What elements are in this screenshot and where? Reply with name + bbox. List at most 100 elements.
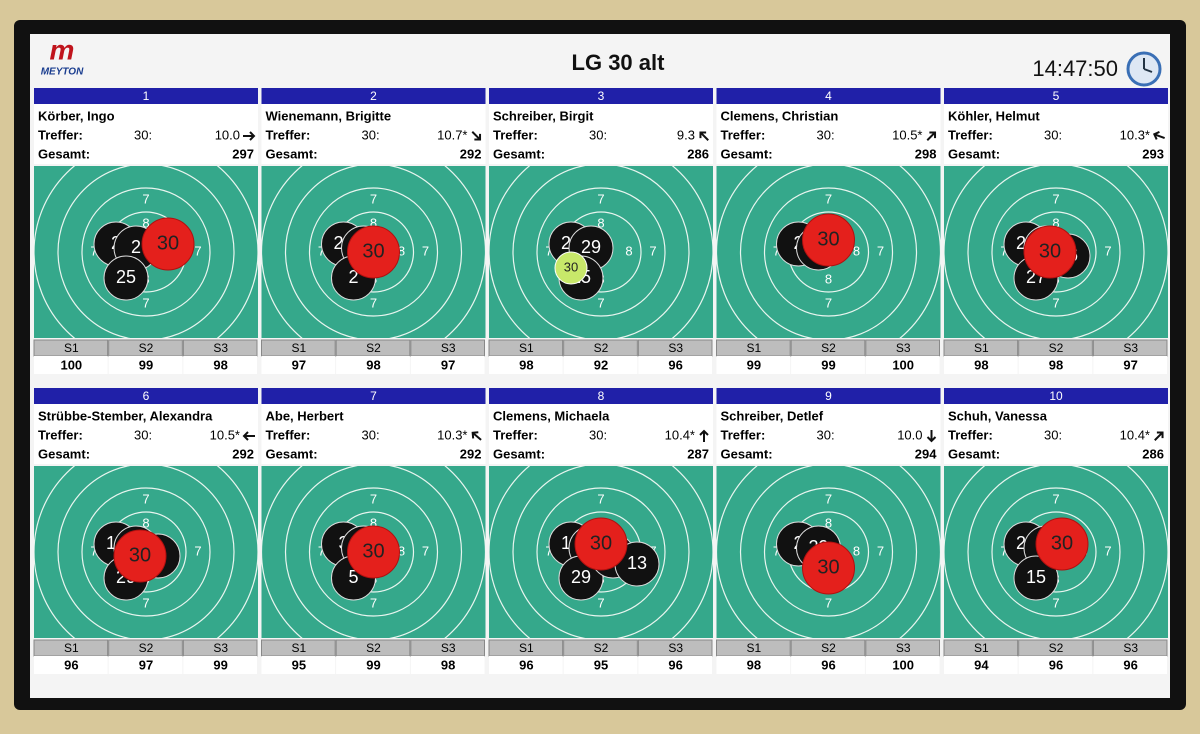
lane-number: 4	[825, 89, 832, 103]
ring-label: 8	[1052, 215, 1059, 230]
clock-time: 14:47:50	[1032, 56, 1118, 81]
last-shot-label: 30	[590, 532, 612, 554]
ring-label: 7	[597, 295, 604, 310]
target-ring	[512, 466, 690, 638]
shot-value: 10.0	[897, 427, 922, 442]
direction-arrow	[699, 429, 709, 442]
series-value: 100	[60, 357, 82, 372]
hits-label: Treffer:	[493, 427, 538, 442]
hits-label: Treffer:	[493, 127, 538, 142]
series-label: S2	[821, 341, 836, 355]
target: 77778888328530	[261, 466, 486, 638]
total-value: 292	[460, 446, 482, 461]
shooter-name: Wienemann, Brigitte	[266, 108, 392, 123]
last-shot	[554, 251, 588, 285]
target-ring	[763, 187, 894, 317]
series-value-cell	[944, 356, 1018, 374]
last-shot	[1023, 225, 1077, 279]
series-value-cell	[716, 656, 791, 674]
total-label: Gesamt:	[948, 446, 1000, 461]
lane-bar	[489, 88, 713, 104]
total-value: 292	[232, 446, 254, 461]
ring-label: 7	[370, 491, 377, 506]
series-label: S1	[746, 341, 761, 355]
last-shot-label: 30	[817, 556, 839, 578]
series-value: 98	[441, 657, 455, 672]
logo-mark: m	[50, 34, 75, 65]
total-value: 294	[915, 446, 937, 461]
lane-info	[716, 104, 941, 164]
hits-label: Treffer:	[266, 427, 311, 442]
lane-info	[716, 404, 941, 464]
shot-hole	[1013, 555, 1059, 601]
series-value-cell	[108, 656, 183, 674]
hits-label: Treffer:	[38, 427, 83, 442]
series-value-cell	[489, 656, 563, 674]
direction-arrow	[926, 131, 937, 141]
target-ring	[57, 166, 235, 338]
total-value: 286	[687, 146, 709, 161]
ring-label: 7	[773, 543, 780, 558]
ring-label: 8	[398, 543, 405, 558]
series-label: S1	[519, 641, 534, 655]
shot-label: 15	[1026, 567, 1046, 587]
series-label: S3	[896, 341, 911, 355]
series-value: 97	[1123, 357, 1137, 372]
total-value: 292	[460, 146, 482, 161]
hits-label: Treffer:	[948, 427, 993, 442]
ring-label: 7	[1052, 491, 1059, 506]
direction-arrow	[243, 131, 256, 141]
target-ring	[763, 487, 894, 617]
last-shot-label: 30	[564, 259, 578, 274]
shot-number: 30:	[1044, 127, 1062, 142]
lane-info	[489, 104, 713, 164]
series-label: S1	[64, 341, 79, 355]
ring-label: 8	[370, 215, 377, 230]
series-label: S1	[974, 641, 989, 655]
target-ring	[739, 466, 918, 638]
direction-arrow	[926, 430, 937, 443]
last-shot-label: 30	[129, 544, 151, 566]
ring-label: 8	[825, 271, 832, 286]
lane-number: 8	[598, 389, 605, 403]
series-value-cell	[638, 656, 712, 674]
lane-info	[944, 104, 1168, 164]
series-label: S3	[668, 341, 683, 355]
series-value: 97	[441, 357, 455, 372]
ring-label: 7	[90, 543, 97, 558]
shot-number: 30:	[134, 127, 152, 142]
series-value: 92	[594, 357, 608, 372]
target-ring	[81, 187, 211, 317]
series-value: 96	[1049, 657, 1063, 672]
shot-label: 2	[131, 237, 141, 257]
shot-number: 30:	[589, 427, 607, 442]
ring-label: 7	[370, 295, 377, 310]
lane-info	[489, 404, 713, 464]
series-value-cell	[336, 656, 410, 674]
lane-number: 10	[1049, 389, 1063, 403]
series-value: 100	[892, 657, 914, 672]
lane-number: 3	[598, 89, 605, 103]
last-shot	[113, 529, 167, 583]
series-value-cell	[108, 356, 183, 374]
total-value: 293	[1142, 146, 1164, 161]
ring-label: 8	[597, 215, 604, 230]
total-label: Gesamt:	[266, 446, 318, 461]
total-label: Gesamt:	[948, 146, 1000, 161]
direction-arrow	[699, 131, 709, 141]
lane-bar	[261, 388, 486, 404]
lane-bar	[34, 88, 258, 104]
total-label: Gesamt:	[38, 146, 90, 161]
series-value: 96	[668, 657, 682, 672]
shot-label: 2	[348, 267, 358, 287]
ring-label: 7	[773, 243, 780, 258]
last-shot	[141, 217, 195, 271]
target: 77778888102829271330	[489, 466, 713, 638]
series-value-cell	[489, 356, 563, 374]
series-value: 100	[892, 357, 914, 372]
shooter-name: Clemens, Christian	[721, 108, 839, 123]
hits-label: Treffer:	[266, 127, 311, 142]
series-value: 98	[1049, 357, 1063, 372]
page-title: LG 30 alt	[572, 50, 666, 75]
